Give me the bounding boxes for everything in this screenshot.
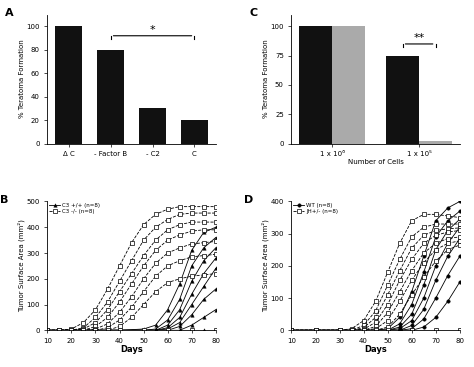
C3 +/+ (n=8)	[201, 230, 207, 235]
JH+/- (n=8)	[457, 215, 463, 220]
Line: C3 +/+ (n=8): C3 +/+ (n=8)	[46, 225, 218, 332]
WT (n=8)	[397, 315, 402, 320]
Text: *: *	[150, 25, 155, 34]
JH+/- (n=8)	[313, 328, 319, 333]
JH+/- (n=8)	[373, 299, 378, 304]
Text: A: A	[5, 8, 14, 18]
Bar	[386, 56, 419, 143]
C3 -/- (n=8)	[153, 212, 158, 217]
C3 +/+ (n=8)	[165, 308, 171, 312]
JH+/- (n=8)	[421, 212, 427, 217]
WT (n=8)	[313, 328, 319, 333]
JH+/- (n=8)	[361, 319, 366, 323]
Text: C: C	[249, 8, 257, 18]
Line: JH+/- (n=8): JH+/- (n=8)	[290, 212, 462, 332]
WT (n=8)	[361, 328, 366, 333]
Y-axis label: % Teratoma Formation: % Teratoma Formation	[19, 40, 25, 119]
C3 +/+ (n=8)	[92, 328, 98, 333]
C3 -/- (n=8)	[165, 207, 171, 211]
C3 +/+ (n=8)	[189, 248, 194, 252]
Y-axis label: Tumor Surface Area (mm²): Tumor Surface Area (mm²)	[18, 219, 25, 312]
Text: D: D	[244, 195, 254, 205]
C3 -/- (n=8)	[45, 328, 50, 333]
Bar	[139, 108, 166, 143]
Bar	[97, 50, 124, 143]
C3 +/+ (n=8)	[213, 225, 219, 229]
Y-axis label: % Teratoma Formation: % Teratoma Formation	[263, 40, 269, 119]
C3 +/+ (n=8)	[69, 328, 74, 333]
WT (n=8)	[421, 254, 427, 258]
JH+/- (n=8)	[385, 270, 391, 275]
Bar	[332, 26, 365, 143]
Legend: C3 +/+ (n=8), C3 -/- (n=8): C3 +/+ (n=8), C3 -/- (n=8)	[48, 203, 100, 215]
C3 -/- (n=8)	[117, 264, 122, 268]
JH+/- (n=8)	[445, 214, 451, 218]
C3 -/- (n=8)	[81, 320, 86, 325]
C3 -/- (n=8)	[177, 204, 182, 209]
X-axis label: Number of Cells: Number of Cells	[348, 159, 403, 164]
WT (n=8)	[337, 328, 342, 333]
WT (n=8)	[457, 199, 463, 204]
C3 +/+ (n=8)	[45, 328, 50, 333]
C3 -/- (n=8)	[189, 204, 194, 209]
X-axis label: Days: Days	[364, 345, 387, 354]
JH+/- (n=8)	[433, 212, 438, 217]
Line: WT (n=8): WT (n=8)	[290, 200, 462, 332]
Text: B: B	[0, 195, 9, 205]
C3 -/- (n=8)	[56, 328, 62, 333]
C3 -/- (n=8)	[201, 204, 207, 209]
WT (n=8)	[409, 290, 415, 294]
JH+/- (n=8)	[409, 219, 415, 223]
WT (n=8)	[289, 328, 294, 333]
Bar	[419, 141, 452, 143]
WT (n=8)	[373, 328, 378, 333]
WT (n=8)	[385, 327, 391, 331]
C3 -/- (n=8)	[105, 287, 110, 291]
C3 +/+ (n=8)	[153, 323, 158, 327]
C3 +/+ (n=8)	[141, 327, 146, 331]
JH+/- (n=8)	[337, 328, 342, 333]
C3 -/- (n=8)	[213, 204, 219, 209]
C3 +/+ (n=8)	[177, 282, 182, 286]
WT (n=8)	[433, 219, 438, 223]
JH+/- (n=8)	[397, 241, 402, 246]
WT (n=8)	[445, 206, 451, 210]
Bar	[181, 120, 208, 143]
X-axis label: Days: Days	[120, 345, 143, 354]
Text: **: **	[413, 33, 425, 43]
C3 -/- (n=8)	[141, 222, 146, 227]
JH+/- (n=8)	[349, 327, 355, 331]
C3 -/- (n=8)	[92, 308, 98, 312]
Bar	[55, 26, 82, 143]
Line: C3 -/- (n=8): C3 -/- (n=8)	[46, 205, 218, 332]
Y-axis label: Tumor Surface Area (mm²): Tumor Surface Area (mm²)	[262, 219, 269, 312]
Legend: WT (n=8), JH+/- (n=8): WT (n=8), JH+/- (n=8)	[292, 203, 338, 215]
C3 -/- (n=8)	[129, 240, 135, 245]
JH+/- (n=8)	[289, 328, 294, 333]
Bar	[299, 26, 332, 143]
C3 +/+ (n=8)	[117, 328, 122, 333]
C3 -/- (n=8)	[69, 327, 74, 331]
